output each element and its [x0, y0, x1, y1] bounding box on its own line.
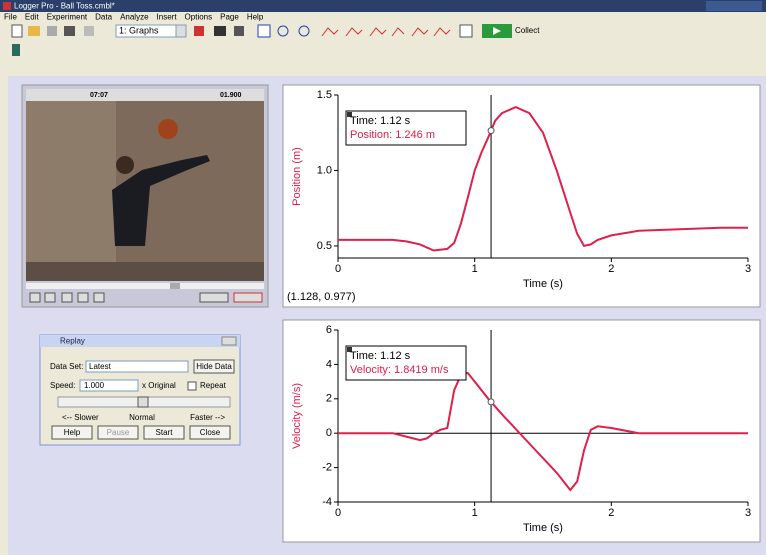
- menu-bar: [0, 12, 766, 22]
- video-left-time: 07:07: [90, 92, 108, 99]
- menu-item[interactable]: Options: [185, 13, 213, 22]
- y-tick-label: 2: [326, 393, 332, 405]
- step-back-button[interactable]: [78, 293, 88, 302]
- normal-label: Normal: [129, 413, 155, 422]
- replay-close-x[interactable]: [222, 337, 236, 345]
- sensor-icon[interactable]: [12, 44, 20, 56]
- y-tick-label: -2: [322, 462, 332, 474]
- x-tick-label: 3: [745, 263, 751, 275]
- video-ball: [158, 119, 178, 139]
- app-icon: [3, 2, 11, 10]
- menu-item[interactable]: Data: [95, 13, 112, 22]
- video-right-time: 01.900: [220, 92, 242, 99]
- readout-line: Position: 1.246 m: [350, 129, 435, 141]
- page-select-text: 1: Graphs: [119, 25, 159, 35]
- repeat-checkbox[interactable]: [188, 382, 196, 390]
- cursor-coordinates: (1.128, 0.977): [287, 291, 356, 303]
- speed-unit: x Original: [142, 381, 176, 390]
- y-tick-label: 1.5: [317, 89, 332, 101]
- y-axis-label: Velocity (m/s): [291, 383, 303, 449]
- x-axis-label: Time (s): [523, 278, 563, 290]
- y-axis-label: Position (m): [291, 147, 303, 206]
- menu-item[interactable]: Help: [247, 13, 264, 22]
- page-select-arrow[interactable]: [176, 25, 186, 37]
- save-icon[interactable]: [47, 26, 57, 36]
- replay-button-text: Start: [156, 428, 174, 437]
- collect-label: Collect: [515, 26, 540, 35]
- stop-button[interactable]: [45, 293, 55, 302]
- menu-item[interactable]: Edit: [25, 13, 40, 22]
- data-icon[interactable]: [234, 26, 244, 36]
- x-tick-label: 2: [608, 507, 614, 519]
- cursor-point: [488, 399, 494, 405]
- x-tick-label: 0: [335, 507, 341, 519]
- video-icon[interactable]: [214, 26, 226, 36]
- menu-item[interactable]: Experiment: [47, 13, 88, 22]
- title-bar: [0, 0, 766, 12]
- replay-title: Replay: [60, 337, 85, 346]
- page-icon[interactable]: [194, 26, 204, 36]
- replay-button-text: Pause: [107, 428, 130, 437]
- y-tick-label: 1.0: [317, 164, 332, 176]
- x-tick-label: 0: [335, 263, 341, 275]
- slower-label: <-- Slower: [62, 413, 99, 422]
- y-tick-label: -4: [322, 496, 332, 508]
- cursor-point: [488, 128, 494, 134]
- video-head: [116, 156, 134, 174]
- menu-item[interactable]: Page: [220, 13, 239, 22]
- speed-label: Speed:: [50, 381, 75, 390]
- menu-item[interactable]: File: [4, 13, 17, 22]
- y-tick-label: 4: [326, 358, 332, 370]
- window-title: Logger Pro - Ball Toss.cmbl*: [14, 2, 115, 11]
- back-icon[interactable]: [84, 26, 94, 36]
- video-scrubber-thumb[interactable]: [170, 283, 180, 289]
- toolbar: [0, 22, 766, 72]
- y-tick-label: 0: [326, 427, 332, 439]
- replay-button-text: Close: [200, 428, 221, 437]
- video-scrubber[interactable]: [26, 283, 264, 289]
- x-tick-label: 1: [472, 507, 478, 519]
- print-icon[interactable]: [64, 26, 75, 36]
- menu-item[interactable]: Insert: [157, 13, 178, 22]
- replay-button-text: Help: [64, 428, 81, 437]
- window-controls[interactable]: [706, 1, 762, 11]
- y-tick-label: 0.5: [317, 240, 332, 252]
- video-wall: [26, 101, 116, 281]
- new-icon[interactable]: [12, 25, 22, 37]
- readout-line: Time: 1.12 s: [350, 115, 411, 127]
- data-set-label: Data Set:: [50, 362, 83, 371]
- faster-label: Faster -->: [190, 413, 225, 422]
- data-set-value: Latest: [89, 362, 112, 371]
- start-button[interactable]: [62, 293, 72, 302]
- video-table: [26, 262, 264, 281]
- x-axis-label: Time (s): [523, 522, 563, 534]
- play-button[interactable]: [30, 293, 40, 302]
- app-window: Logger Pro - Ball Toss.cmbl* File Edit Exp…: [0, 0, 766, 555]
- timer-icon[interactable]: [460, 25, 472, 37]
- hide-data-text: Hide Data: [196, 362, 232, 371]
- readout-line: Time: 1.12 s: [350, 350, 411, 362]
- x-tick-label: 1: [472, 263, 478, 275]
- points-button[interactable]: [234, 293, 262, 302]
- readout-line: Velocity: 1.8419 m/s: [350, 364, 449, 376]
- step-forward-button[interactable]: [94, 293, 104, 302]
- analysis-button[interactable]: [200, 293, 228, 302]
- autoscale-icon[interactable]: [258, 25, 270, 37]
- y-tick-label: 6: [326, 324, 332, 336]
- speed-value: 1.000: [84, 381, 105, 390]
- repeat-label: Repeat: [200, 381, 227, 390]
- open-icon[interactable]: [28, 26, 40, 36]
- menu-item[interactable]: Analyze: [120, 13, 149, 22]
- speed-slider-thumb[interactable]: [138, 397, 148, 407]
- x-tick-label: 3: [745, 507, 751, 519]
- x-tick-label: 2: [608, 263, 614, 275]
